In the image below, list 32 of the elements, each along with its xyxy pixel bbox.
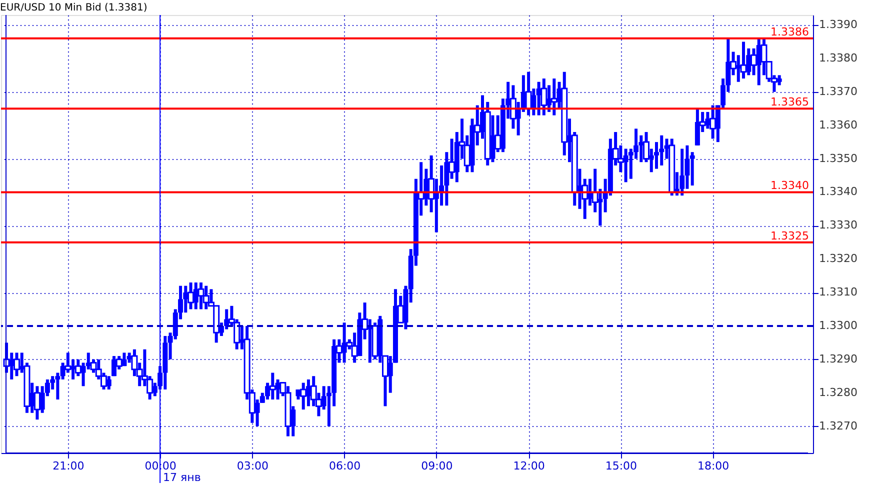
y-tick-label: 1.3320	[819, 252, 858, 266]
y-tick-label: 1.3350	[819, 152, 858, 165]
candlestick	[550, 78, 558, 116]
ref-line-label: 1.3365	[770, 96, 809, 109]
candlestick	[14, 352, 20, 376]
y-tick-label: 1.3270	[819, 419, 858, 432]
x-tick-label: 21:00	[52, 460, 84, 472]
y-tick-label: 1.3300	[819, 318, 858, 332]
candlestick	[525, 72, 532, 116]
ref-line-label: 17 янв	[163, 471, 201, 484]
y-tick-label: 1.3370	[819, 84, 858, 98]
y-tick-label: 1.3360	[819, 118, 858, 132]
x-tick-label: 06:00	[328, 460, 361, 472]
y-tick-label: 1.3330	[819, 218, 858, 232]
x-tick-label: 18:00	[697, 460, 730, 472]
y-tick-label: 1.3390	[819, 18, 858, 32]
ref-line-label: 1.3340	[770, 179, 809, 192]
y-tick-label: 1.3310	[819, 286, 858, 299]
candlestick	[740, 42, 747, 79]
x-tick-label: 03:00	[236, 460, 269, 472]
y-tick-label: 1.3340	[819, 185, 858, 198]
y-tick-label: 1.3380	[819, 51, 858, 64]
y-tick-label: 1.3280	[819, 386, 858, 399]
y-tick-label: 1.3290	[819, 352, 858, 366]
x-tick-label: 09:00	[421, 460, 453, 472]
ref-line-label: 1.3386	[770, 25, 809, 38]
candlestick	[269, 372, 276, 400]
x-tick-label: 15:00	[605, 460, 638, 472]
x-tick-label: 12:00	[513, 460, 545, 472]
ref-line-label: 1.3325	[770, 229, 809, 242]
chart-title: EUR/USD 10 Min Bid (1.3381)	[0, 2, 148, 14]
candlestick	[540, 78, 548, 116]
